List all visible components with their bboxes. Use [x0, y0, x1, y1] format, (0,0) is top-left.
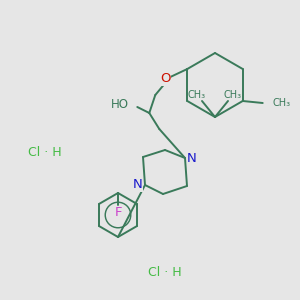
Text: CH₃: CH₃: [188, 90, 206, 100]
Text: N: N: [133, 178, 143, 191]
Text: O: O: [160, 73, 170, 85]
Text: N: N: [187, 152, 197, 164]
Text: CH₃: CH₃: [224, 90, 242, 100]
Text: Cl · H: Cl · H: [28, 146, 61, 158]
Text: F: F: [114, 206, 122, 220]
Text: CH₃: CH₃: [273, 98, 291, 108]
Text: Cl · H: Cl · H: [148, 266, 182, 278]
Text: HO: HO: [111, 98, 129, 112]
